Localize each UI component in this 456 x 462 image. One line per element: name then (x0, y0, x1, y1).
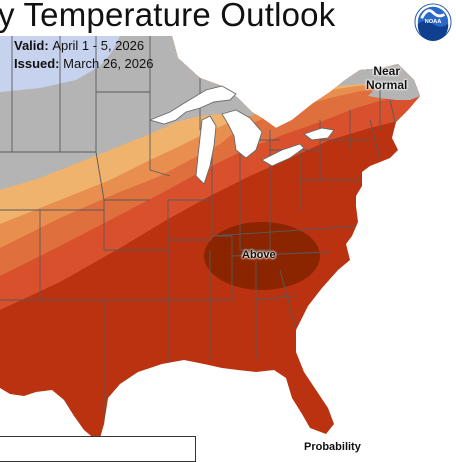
near-normal-line1: Near (373, 64, 401, 78)
legend-box (0, 436, 196, 462)
lake-superior (148, 85, 237, 125)
map-title: y Temperature Outlook (0, 0, 336, 33)
lake-huron (221, 109, 263, 159)
state-borders (0, 36, 397, 440)
issued-label: Issued: (14, 56, 60, 71)
valid-dates: Valid: April 1 - 5, 2026 (14, 38, 144, 53)
noaa-logo-icon: NOAA (414, 3, 452, 41)
zone-near-normal-ne (368, 66, 420, 100)
lake-michigan (195, 115, 217, 185)
near-normal-label: Near Normal (366, 64, 407, 92)
above-label: Above (242, 249, 276, 261)
near-normal-line2: Normal (366, 78, 408, 92)
lakes (148, 85, 335, 185)
lake-ontario (303, 127, 335, 141)
issued-value: March 26, 2026 (63, 56, 154, 71)
issued-date: Issued: March 26, 2026 (14, 56, 153, 71)
probability-title: Probability (304, 441, 361, 453)
noaa-logo-text: NOAA (425, 19, 442, 25)
lake-erie (261, 143, 305, 167)
valid-label: Valid: (14, 38, 49, 53)
zone-above-80 (204, 222, 320, 290)
valid-value: April 1 - 5, 2026 (52, 38, 145, 53)
